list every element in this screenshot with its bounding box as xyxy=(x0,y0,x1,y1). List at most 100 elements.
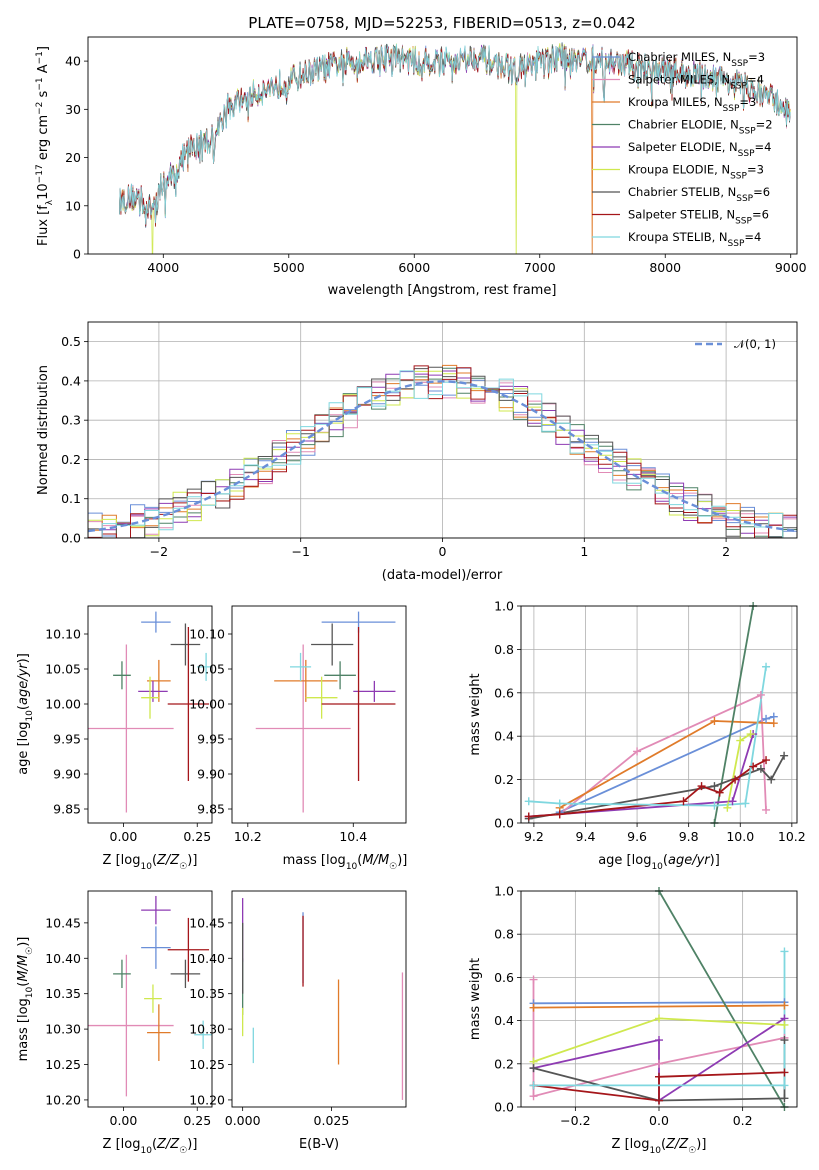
weight-marker-6 xyxy=(780,1036,789,1045)
weight-marker-7 xyxy=(731,775,740,784)
label-part: age [log xyxy=(16,722,31,775)
weight-marker-2 xyxy=(710,717,719,726)
weight-line-0 xyxy=(559,715,775,813)
x-tick-label: 9000 xyxy=(775,260,807,275)
x-axis-label: Z [log10(Z/Z☉)] xyxy=(612,1137,707,1156)
label-part: )] xyxy=(187,853,197,868)
x-tick-label: 7000 xyxy=(524,260,556,275)
x-tick-label: 1 xyxy=(580,544,588,559)
x-tick-label: −0.2 xyxy=(560,1113,590,1128)
weight-marker-8 xyxy=(710,801,719,810)
weight-marker-1 xyxy=(756,690,765,699)
label-part: Z/Z xyxy=(665,1137,689,1152)
label-part: ( xyxy=(152,1137,157,1152)
weight-marker-0 xyxy=(762,714,771,723)
weight-marker-4 xyxy=(655,1036,663,1045)
label-part: Chabrier MILES, N xyxy=(628,50,731,64)
y-tick-label: 10.45 xyxy=(45,915,81,930)
y-axis-label: mass [log10(M/M☉)] xyxy=(16,937,35,1062)
y-tick-label: 10.20 xyxy=(189,1092,225,1107)
x-tick-label: 9.4 xyxy=(576,829,596,844)
y-axis-label: Flux [fλ10−17 erg cm−2 s−1 A−1] xyxy=(35,46,55,246)
y-tick-label: 0 xyxy=(73,247,81,262)
x-axis-label: (data-model)/error xyxy=(382,568,503,583)
legend-label: Kroupa STELIB, NSSP=4 xyxy=(628,230,761,249)
y-tick-label: 0.4 xyxy=(494,729,514,744)
weight-marker-7 xyxy=(655,1096,663,1105)
label-part: )] xyxy=(187,1137,197,1152)
label-part: −1 xyxy=(35,51,45,64)
weight-marker-8 xyxy=(529,1081,538,1090)
x-tick-label: 4000 xyxy=(147,260,179,275)
y-tick-label: 0.0 xyxy=(494,1100,514,1115)
histogram-step-6 xyxy=(88,366,797,538)
x-tick-label: 9.6 xyxy=(627,829,647,844)
weight-marker-1 xyxy=(633,747,642,756)
weight-marker-6 xyxy=(780,1094,789,1103)
label-part: =3 xyxy=(748,50,765,64)
plot-area xyxy=(255,611,396,813)
x-tick-label: 0.25 xyxy=(183,829,211,844)
axes-frame xyxy=(87,36,798,255)
y-tick-label: 0.0 xyxy=(61,531,81,546)
y-tick-label: 10.10 xyxy=(45,627,81,642)
weight-line-0 xyxy=(533,1001,785,1005)
weight-marker-4 xyxy=(728,797,737,806)
label-part: SSP xyxy=(738,149,755,159)
legend-label: Chabrier STELIB, NSSP=6 xyxy=(628,185,770,204)
label-part: age [log xyxy=(598,853,651,868)
weight-marker-7 xyxy=(679,797,688,806)
y-tick-label: 9.95 xyxy=(197,732,225,747)
legend-label: Kroupa ELODIE, NSSP=3 xyxy=(628,163,764,182)
label-part: SSP xyxy=(728,239,745,249)
y-tick-label: 10.20 xyxy=(45,1092,81,1107)
y-tick-label: 10.00 xyxy=(45,697,81,712)
weight-marker-7 xyxy=(524,812,533,821)
y-axis-label: mass weight xyxy=(468,673,483,755)
x-tick-label: 0.2 xyxy=(733,1113,753,1128)
x-tick-label: 0.00 xyxy=(110,829,138,844)
chart-0: 4000 5000 6000 7000 8000 9000 0 10 20 30 40 PLATE=0… xyxy=(35,14,807,298)
legend-label: Salpeter MILES, NSSP=4 xyxy=(628,73,764,92)
y-tick-label: 9.85 xyxy=(53,802,81,817)
weight-marker-8 xyxy=(780,947,789,956)
label-part: Z [log xyxy=(103,853,141,868)
y-tick-label: 0.0 xyxy=(494,816,514,831)
chart-2: 0.00 0.25 9.85 9.90 9.95 10.00 10.05 10.10 Z [lo… xyxy=(16,605,213,872)
x-axis-label: mass [log10(M/M☉)] xyxy=(283,853,408,872)
label-part: ☉ xyxy=(25,947,35,955)
x-tick-label: 9.2 xyxy=(524,829,544,844)
label-part: 10 xyxy=(36,183,51,200)
weight-marker-7 xyxy=(555,810,564,819)
x-tick-label: 5000 xyxy=(273,260,305,275)
legend-label: 𝒩(0, 1) xyxy=(734,337,776,351)
x-tick-label: 0.00 xyxy=(110,1113,138,1128)
weight-line-1 xyxy=(559,693,767,815)
label-part: =3 xyxy=(739,95,756,109)
x-tick-label: 0.000 xyxy=(225,1113,261,1128)
y-tick-label: 10.05 xyxy=(45,662,81,677)
weight-marker-6 xyxy=(710,782,719,791)
weight-marker-7 xyxy=(697,782,706,791)
y-tick-label: 10.25 xyxy=(45,1057,81,1072)
label-part: Z [log xyxy=(612,1137,650,1152)
weight-marker-5 xyxy=(723,803,732,812)
y-tick-label: 10.25 xyxy=(189,1057,225,1072)
x-tick-label: 10.0 xyxy=(726,829,754,844)
weight-marker-8 xyxy=(555,799,564,808)
chart-4: 9.2 9.4 9.6 9.8 10.0 10.2 0.0 0.2 0.4 0.6 0.8 1.0 ma… xyxy=(468,599,806,873)
legend-label: Kroupa MILES, NSSP=3 xyxy=(628,95,756,114)
label-part: age/yr xyxy=(668,853,711,868)
label-part: mass [log xyxy=(16,998,31,1061)
y-tick-label: 0.2 xyxy=(494,772,514,787)
y-tick-label: 9.90 xyxy=(53,767,81,782)
label-part: =6 xyxy=(753,185,770,199)
histogram-step-5 xyxy=(88,370,797,538)
label-part: 10 xyxy=(651,862,663,872)
x-tick-label: −1 xyxy=(291,544,309,559)
weight-line-3 xyxy=(713,606,754,823)
label-part: )] xyxy=(696,1137,706,1152)
label-part: =3 xyxy=(747,163,764,177)
label-part: ] xyxy=(36,46,51,51)
label-part: SSP xyxy=(723,104,740,114)
